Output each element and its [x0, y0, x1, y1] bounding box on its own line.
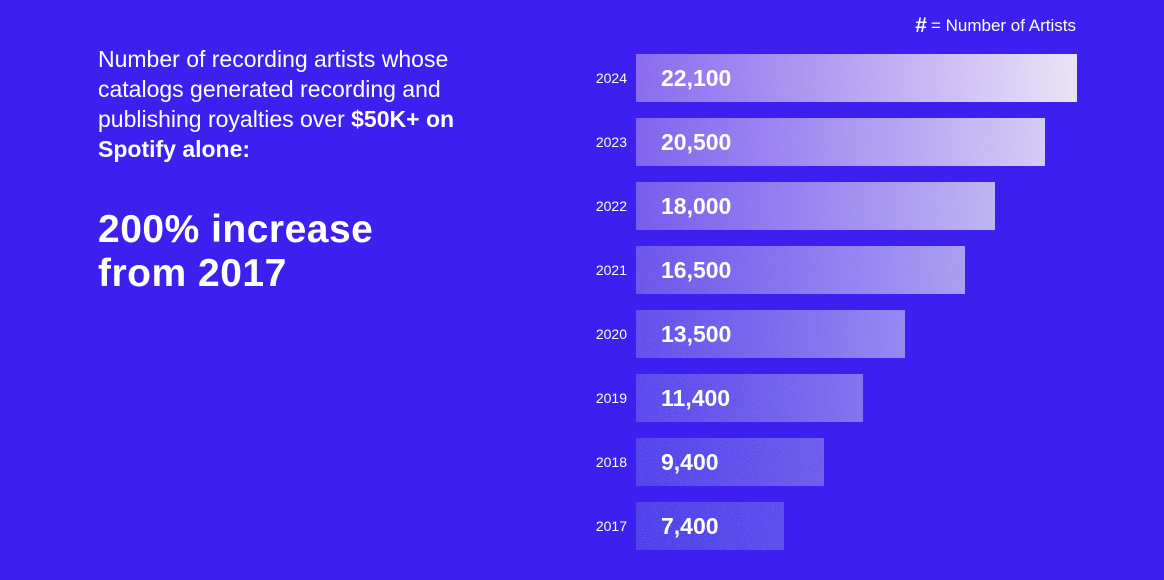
year-label-2019: 2019	[596, 390, 627, 406]
value-label-2024: 22,100	[661, 65, 731, 91]
value-label-2020: 13,500	[661, 321, 731, 347]
value-label-2017: 7,400	[661, 513, 719, 539]
year-label-2024: 2024	[596, 70, 627, 86]
value-label-2022: 18,000	[661, 193, 731, 219]
bar-2018	[636, 438, 824, 486]
bar-2017	[636, 502, 784, 550]
year-label-2020: 2020	[596, 326, 627, 342]
increase-callout-line-2: from 2017	[98, 252, 287, 295]
year-label-2018: 2018	[596, 454, 627, 470]
bar-2022	[636, 182, 995, 230]
bar-2024	[636, 54, 1077, 102]
year-label-2022: 2022	[596, 198, 627, 214]
value-label-2019: 11,400	[661, 385, 730, 411]
bars-group: 2024 22,100 2023 20,500 2022 18,000 2021 16,500…	[596, 54, 1077, 550]
chart-headline: Number of recording artists whose catalo…	[98, 44, 518, 164]
increase-callout-line-1: 200% increase	[98, 208, 374, 251]
increase-callout: 200% increase from 2017	[98, 208, 538, 296]
bar-2021	[636, 246, 965, 294]
hash-icon: #	[915, 14, 927, 37]
headline-emphasis: $50K+ on Spotify alone:	[98, 106, 455, 162]
year-label-2021: 2021	[596, 262, 627, 278]
bar-2019	[636, 374, 863, 422]
chart-legend: # = Number of Artists	[915, 14, 1076, 38]
value-label-2023: 20,500	[661, 129, 731, 155]
year-label-2023: 2023	[596, 134, 627, 150]
bar-2020	[636, 310, 905, 358]
value-label-2021: 16,500	[661, 257, 731, 283]
value-label-2018: 9,400	[661, 449, 719, 475]
headline-text: Number of recording artists whose catalo…	[98, 46, 449, 132]
bar-2023	[636, 118, 1045, 166]
year-label-2017: 2017	[596, 518, 627, 534]
legend-label: = Number of Artists	[930, 16, 1076, 35]
